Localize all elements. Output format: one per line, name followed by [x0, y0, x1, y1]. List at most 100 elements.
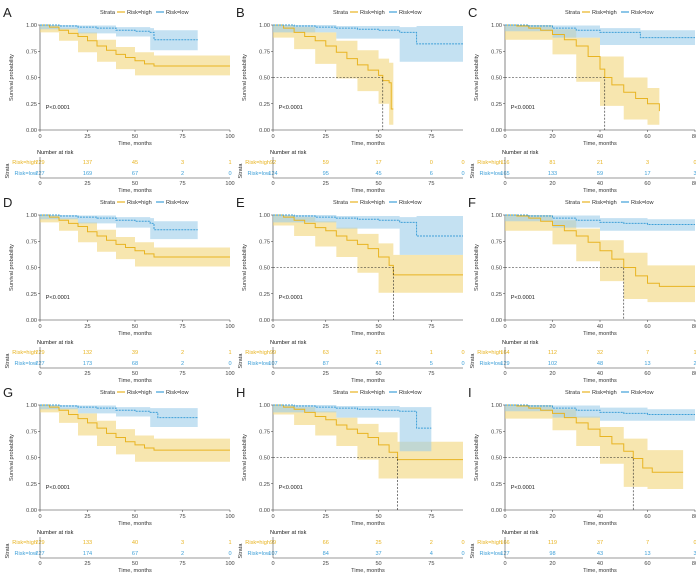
y-tick-label: 0.25 — [491, 482, 502, 488]
risk-table-title: Number at risk — [270, 340, 307, 346]
risk-x-axis-label: Time, months — [118, 568, 152, 574]
risk-x-axis-label: Time, months — [351, 188, 385, 194]
risk-x-tick-label: 50 — [132, 181, 138, 187]
risk-x-tick-label: 40 — [597, 371, 603, 377]
risk-cell-high: 7 — [646, 350, 649, 356]
risk-cell-low: 17 — [644, 171, 650, 177]
risk-row-low-label: Risk=low — [14, 551, 37, 557]
x-tick-label: 60 — [644, 134, 650, 140]
legend-title: Strata — [333, 10, 349, 16]
risk-x-tick-label: 50 — [375, 371, 381, 377]
y-tick-label: 1.00 — [259, 213, 270, 219]
ci-band-low — [505, 405, 695, 421]
risk-row-high-label: Risk=high — [477, 160, 502, 166]
risk-cell-low: 45 — [375, 171, 381, 177]
risk-x-tick-label: 50 — [132, 371, 138, 377]
legend-low-label: Risk=low — [631, 200, 654, 206]
y-tick-label: 0.50 — [259, 266, 270, 272]
risk-cell-high: 137 — [83, 160, 92, 166]
risk-cell-high: 66 — [323, 540, 329, 546]
x-tick-label: 25 — [84, 324, 90, 330]
y-tick-label: 0.50 — [259, 456, 270, 462]
y-tick-label: 1.00 — [26, 403, 37, 409]
legend-high-label: Risk=high — [592, 10, 617, 16]
risk-cell-low: 133 — [548, 171, 557, 177]
risk-x-tick-label: 0 — [38, 181, 41, 187]
risk-cell-low: 84 — [323, 551, 329, 557]
p-value: P<0.0001 — [511, 485, 535, 491]
panel-label: F — [468, 195, 476, 210]
risk-cell-high: 81 — [549, 160, 555, 166]
y-tick-label: 0.00 — [491, 318, 502, 324]
y-axis-label: Survival probability — [474, 434, 480, 481]
risk-x-tick-label: 0 — [38, 371, 41, 377]
y-tick-label: 1.00 — [26, 23, 37, 29]
y-tick-label: 1.00 — [26, 213, 37, 219]
risk-cell-high: 1 — [430, 350, 433, 356]
strata-label: Strata — [5, 543, 11, 559]
legend: Strata Risk=high Risk=low — [565, 390, 654, 396]
risk-row-high-label: Risk=high — [477, 540, 502, 546]
risk-x-axis-label: Time, months — [118, 188, 152, 194]
risk-x-tick-label: 0 — [271, 371, 274, 377]
risk-cell-low: 41 — [375, 361, 381, 367]
y-tick-label: 0.50 — [491, 76, 502, 82]
x-tick-label: 25 — [323, 514, 329, 520]
x-axis-label: Time, months — [583, 141, 617, 147]
legend-high-label: Risk=high — [127, 390, 152, 396]
survival-curve-high — [505, 214, 695, 287]
ci-band-low — [40, 25, 198, 51]
risk-cell-low: 0 — [228, 361, 231, 367]
y-tick-label: 0.75 — [26, 429, 37, 435]
y-axis-label: Survival probability — [9, 434, 15, 481]
y-tick-label: 0.75 — [26, 49, 37, 55]
risk-row-low-label: Risk=low — [479, 361, 502, 367]
risk-cell-high: 1 — [693, 350, 696, 356]
risk-x-tick-label: 80 — [692, 371, 696, 377]
risk-cell-high: 7 — [646, 540, 649, 546]
y-tick-label: 0.75 — [259, 49, 270, 55]
x-tick-label: 80 — [692, 514, 696, 520]
legend-title: Strata — [565, 10, 581, 16]
legend: Strata Risk=high Risk=low — [333, 200, 422, 206]
legend-title: Strata — [100, 200, 116, 206]
survival-curve-high — [505, 24, 660, 112]
legend: Strata Risk=high Risk=low — [565, 10, 654, 16]
risk-cell-low: 169 — [83, 171, 92, 177]
x-tick-label: 40 — [597, 134, 603, 140]
x-tick-label: 0 — [503, 324, 506, 330]
p-value: P<0.0001 — [279, 295, 303, 301]
risk-cell-low: 4 — [430, 551, 433, 557]
legend-low-label: Risk=low — [399, 390, 422, 396]
risk-row-low-label: Risk=low — [247, 551, 270, 557]
risk-cell-high: 0 — [693, 160, 696, 166]
median-line — [505, 267, 625, 320]
risk-x-tick-label: 100 — [225, 371, 234, 377]
x-axis-label: Time, months — [118, 331, 152, 337]
y-tick-label: 0.75 — [491, 239, 502, 245]
risk-cell-low: 13 — [644, 551, 650, 557]
risk-x-tick-label: 60 — [644, 561, 650, 567]
legend-title: Strata — [333, 200, 349, 206]
legend-high-label: Risk=high — [592, 200, 617, 206]
median-line — [273, 267, 394, 320]
risk-cell-low: 67 — [132, 551, 138, 557]
risk-x-tick-label: 0 — [503, 561, 506, 567]
y-tick-label: 0.00 — [491, 128, 502, 134]
y-tick-label: 0.00 — [259, 128, 270, 134]
ci-band-high — [273, 215, 463, 293]
p-value: P<0.0001 — [511, 105, 535, 111]
risk-row-high-label: Risk=high — [12, 540, 37, 546]
median-line — [273, 77, 384, 130]
risk-cell-high: 63 — [323, 350, 329, 356]
legend-title: Strata — [100, 390, 116, 396]
risk-cell-low: 102 — [548, 361, 557, 367]
strata-label: Strata — [5, 353, 11, 369]
risk-row-high-label: Risk=high — [12, 160, 37, 166]
risk-row-high-label: Risk=high — [245, 350, 270, 356]
risk-row-high-label: Risk=high — [477, 350, 502, 356]
risk-x-tick-label: 60 — [644, 371, 650, 377]
